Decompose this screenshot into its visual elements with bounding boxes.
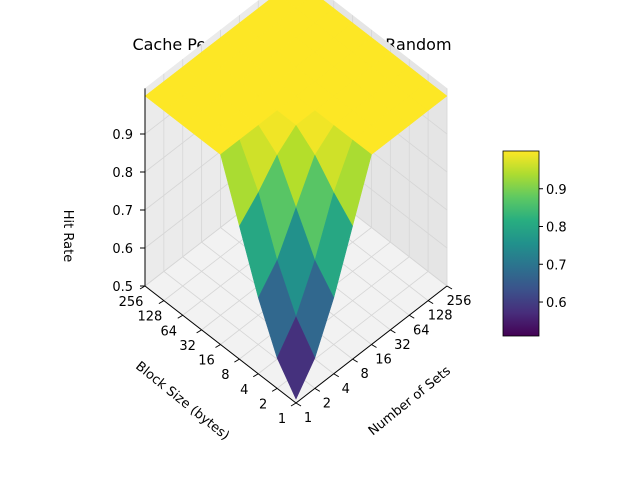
colorbar-tick-label: 0.9 (546, 183, 567, 198)
y-axis-label: Block Size (bytes) (132, 359, 232, 444)
colorbar-tick-label: 0.8 (546, 221, 567, 236)
surface-face (284, 0, 308, 9)
y-tick-mark (271, 387, 278, 392)
x-tick-mark (314, 387, 321, 392)
y-tick-mark (215, 344, 221, 348)
z-tick-label: 0.8 (112, 166, 133, 181)
surface-plot (144, 0, 448, 400)
y-tick-mark (290, 402, 297, 407)
y-tick-label: 256 (119, 295, 144, 310)
x-tick-label: 64 (413, 323, 430, 338)
y-tick-label: 4 (240, 383, 248, 398)
x-tick-mark (408, 314, 415, 319)
x-tick-label: 16 (375, 353, 392, 368)
z-tick-label: 0.9 (112, 128, 133, 143)
z-tick-label: 0.7 (112, 204, 133, 219)
y-tick-mark (158, 300, 165, 305)
surface-face (276, 316, 316, 400)
x-tick-mark (371, 344, 377, 348)
x-tick-label: 128 (428, 309, 453, 324)
x-axis-label: Number of Sets (366, 363, 454, 438)
colorbar-tick-label: 0.6 (546, 296, 567, 311)
colorbar-tick-label: 0.7 (546, 258, 567, 273)
x-tick-mark (446, 285, 453, 290)
y-tick-label: 8 (221, 368, 229, 383)
z-tick-label: 0.5 (112, 280, 133, 295)
x-tick-label: 1 (304, 411, 312, 426)
x-tick-label: 32 (394, 338, 411, 353)
x-tick-mark (352, 358, 358, 363)
y-tick-label: 1 (278, 412, 286, 427)
y-tick-mark (196, 329, 202, 334)
x-tick-mark (333, 373, 340, 378)
x-tick-label: 2 (323, 396, 331, 411)
x-tick-label: 4 (342, 382, 350, 397)
x-tick-label: 8 (360, 367, 368, 382)
colorbar-gradient (502, 150, 540, 337)
x-tick-mark (295, 402, 302, 407)
x-tick-label: 256 (447, 294, 472, 309)
z-tick-label: 0.6 (112, 242, 133, 257)
y-tick-mark (252, 373, 259, 378)
y-tick-label: 16 (198, 354, 215, 369)
colorbar: 0.6 0.7 0.8 0.9 (502, 150, 567, 337)
y-tick-label: 32 (179, 339, 196, 354)
x-tick-mark (390, 329, 396, 334)
z-axis-label: Hit Rate (60, 210, 75, 262)
y-tick-label: 64 (160, 324, 177, 339)
y-tick-label: 128 (137, 310, 162, 325)
axes: 124816326412825612481632641282560.50.60.… (112, 88, 471, 427)
y-tick-label: 2 (259, 397, 267, 412)
y-tick-mark (234, 358, 240, 363)
x-tick-mark (427, 300, 434, 305)
y-tick-mark (177, 314, 184, 319)
